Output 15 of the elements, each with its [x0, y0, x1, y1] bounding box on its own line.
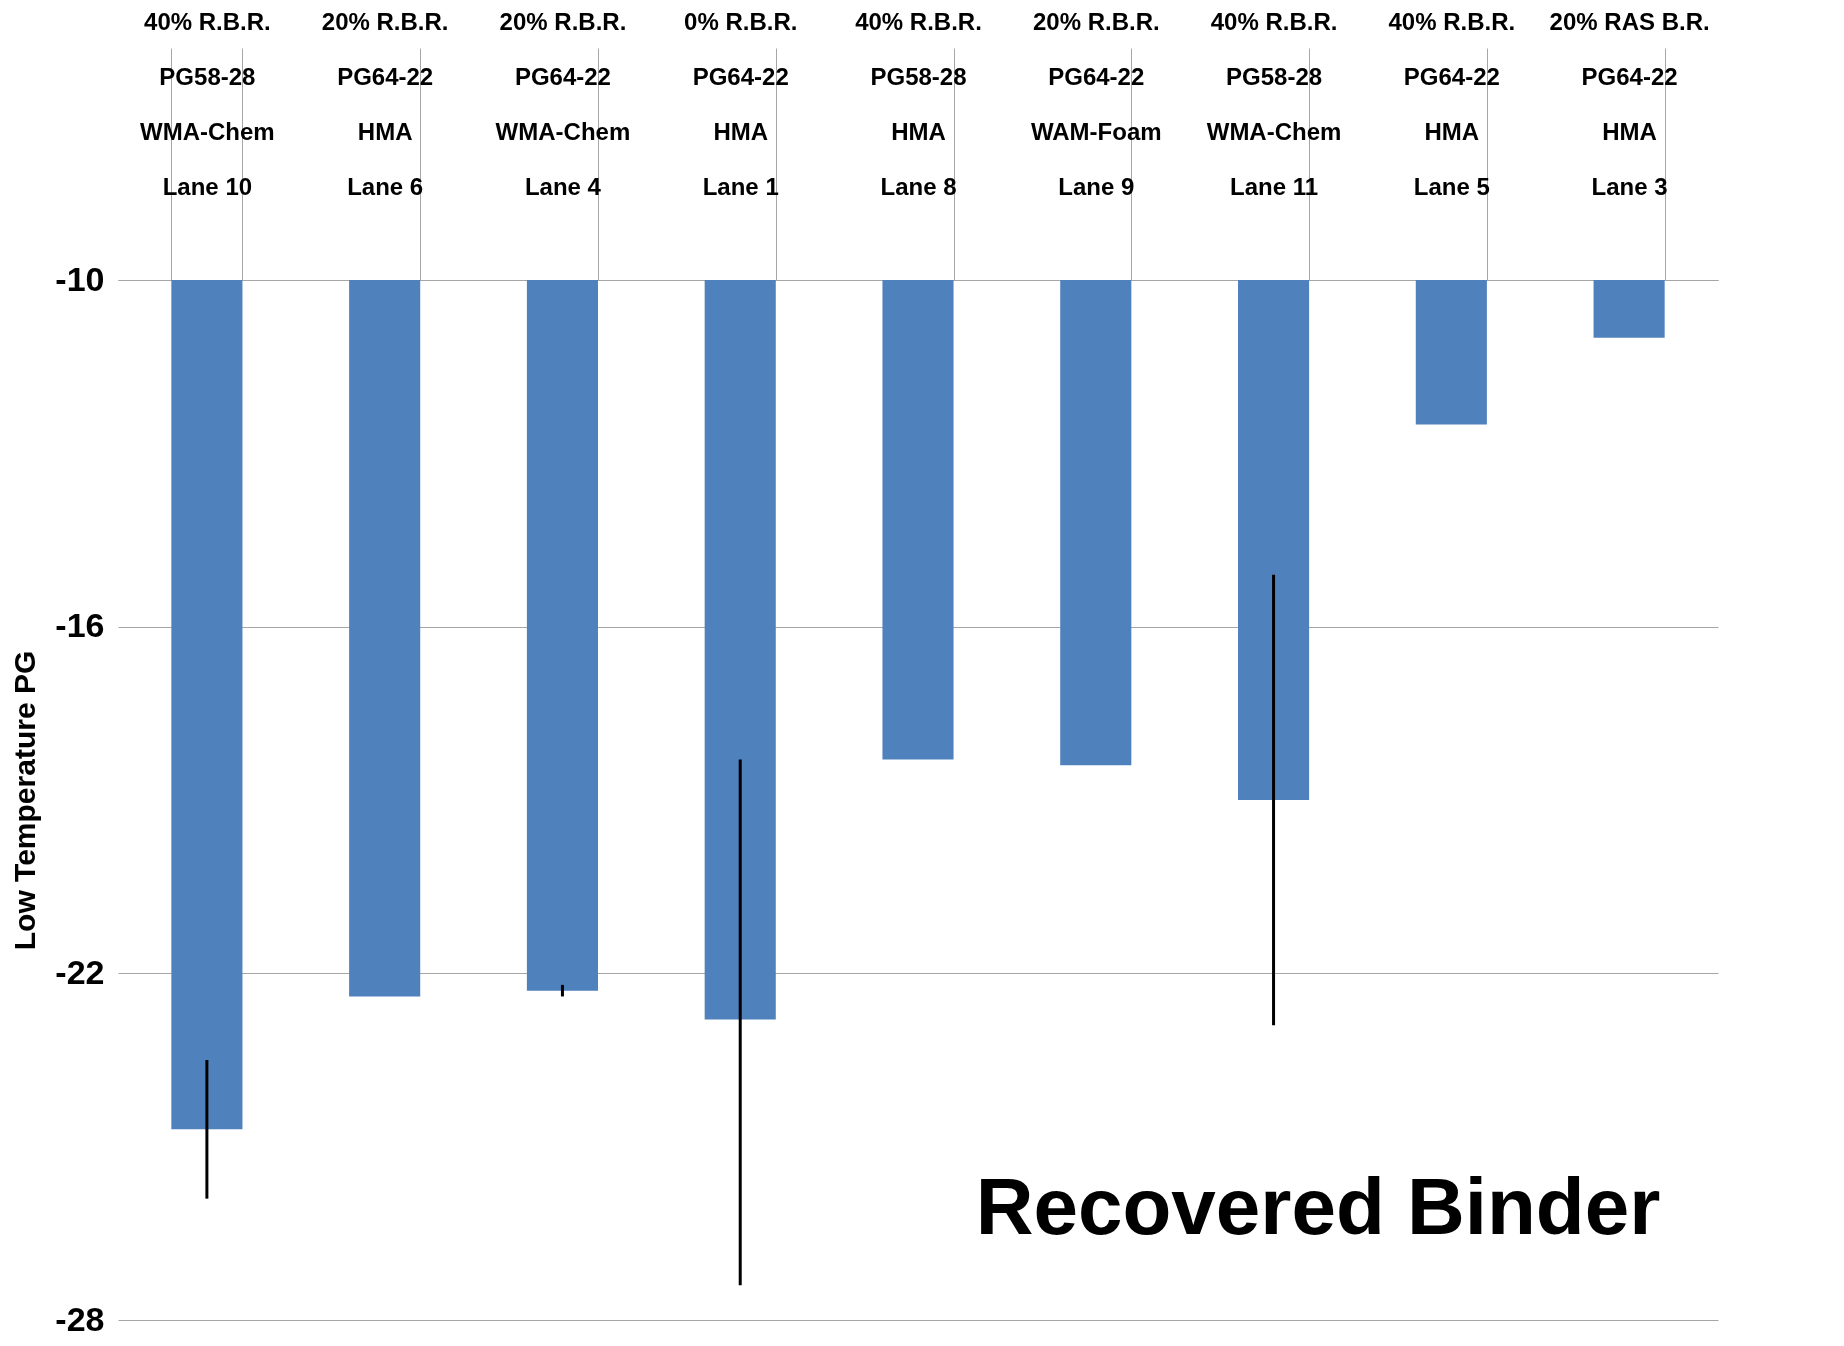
x-tick-label: 40% R.B.R. PG58-28 WMA-Chem Lane 11 [1206, 7, 1342, 200]
x-tick-label: 40% R.B.R. PG64-22 HMA Lane 5 [1388, 7, 1516, 200]
x-tick-label: 20% R.B.R. PG64-22 WMA-Chem Lane 4 [495, 7, 631, 200]
x-tick-label: 20% R.B.R. PG64-22 WAM-Foam Lane 9 [1030, 7, 1162, 200]
x-tick-label: 20% R.B.R. PG64-22 HMA Lane 6 [321, 7, 449, 200]
x-tick-label: 40% R.B.R. PG58-28 HMA Lane 8 [855, 7, 982, 200]
y-tick-label: -16 [55, 606, 105, 645]
y-tick-label: -10 [55, 259, 105, 298]
x-tick-label: 40% R.B.R. PG58-28 WMA-Chem Lane 10 [140, 7, 275, 200]
x-tick-label: 0% R.B.R. PG64-22 HMA Lane 1 [684, 7, 798, 200]
y-tick-label: -22 [55, 952, 105, 991]
annotation: Recovered Binder [975, 1162, 1661, 1251]
x-tick-label: 20% RAS B.R. PG64-22 HMA Lane 3 [1549, 7, 1710, 200]
y-tick-label: -28 [55, 1299, 105, 1338]
y-axis-title: Low Temperature PG [8, 650, 42, 951]
